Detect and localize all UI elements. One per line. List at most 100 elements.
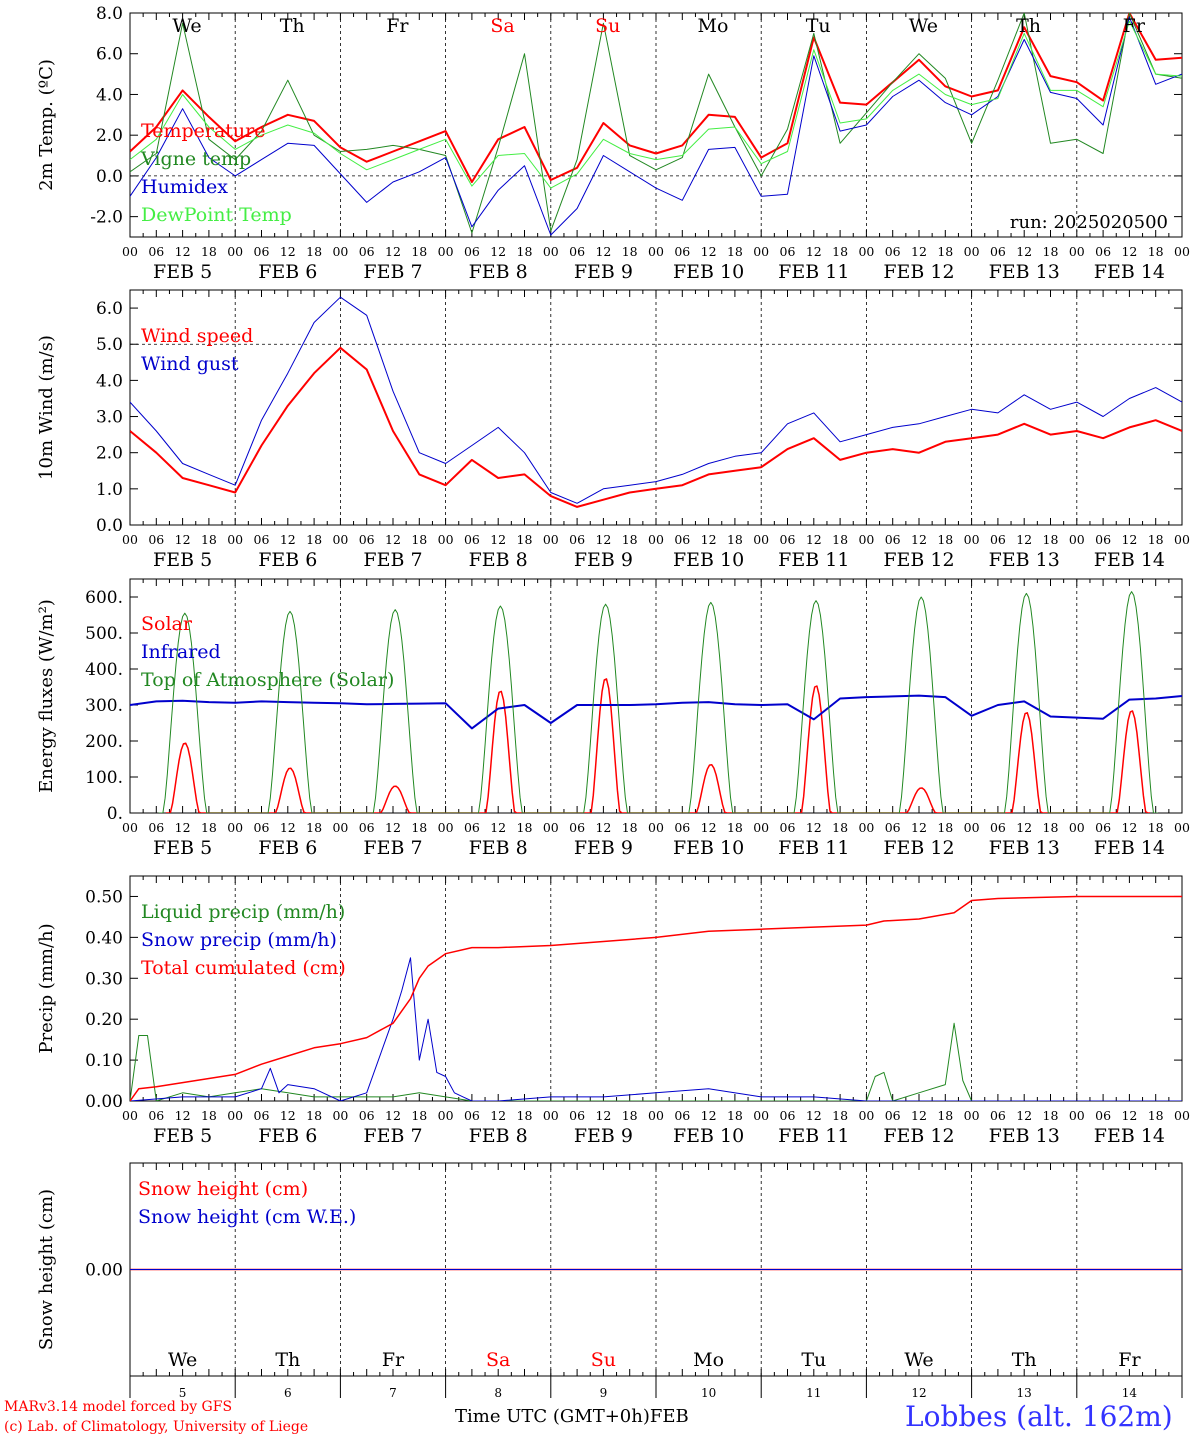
hour-tick-label: 06 — [780, 244, 796, 259]
hour-tick-label: 00 — [332, 244, 348, 259]
series-line-total-cumulated-cm- — [130, 895, 1182, 1101]
hour-tick-label: 12 — [175, 532, 191, 547]
hour-tick-label: 06 — [885, 820, 901, 835]
x-axis-title: Time UTC (GMT+0h)FEB — [455, 1406, 689, 1427]
hour-tick-label: 12 — [806, 244, 822, 259]
y-tick-label: 2.0 — [96, 126, 123, 146]
hour-tick-label: 06 — [359, 244, 375, 259]
hour-tick-label: 00 — [964, 820, 980, 835]
hour-tick-label: 00 — [227, 244, 243, 259]
hour-tick-label: 06 — [780, 820, 796, 835]
day-name-label: Mo — [698, 15, 729, 37]
hour-tick-label: 06 — [674, 532, 690, 547]
hour-tick-label: 12 — [280, 532, 296, 547]
legend-entry: Snow precip (mm/h) — [141, 929, 337, 951]
hour-tick-label: 12 — [1016, 244, 1032, 259]
hour-tick-label: 18 — [727, 820, 743, 835]
hour-tick-label: 00 — [122, 244, 138, 259]
y-tick-label: 0.00 — [85, 1092, 123, 1112]
y-tick-label: 4.0 — [96, 371, 123, 391]
y-tick-label: -2.0 — [90, 208, 123, 228]
hour-tick-label: 00 — [858, 532, 874, 547]
hour-tick-label: 18 — [1043, 244, 1059, 259]
day-name-label: Tu — [806, 15, 831, 37]
series-line-solar — [165, 678, 1150, 813]
y-tick-label: 0.30 — [85, 969, 123, 989]
hour-tick-label: 18 — [727, 532, 743, 547]
hour-tick-label: 18 — [937, 1108, 953, 1123]
series-line-top-of-atmosphere-solar- — [158, 591, 1158, 813]
day-name-label: Th — [280, 15, 305, 37]
hour-tick-label: 12 — [911, 820, 927, 835]
hour-tick-label: 06 — [1095, 244, 1111, 259]
day-name-label: Th — [1016, 15, 1041, 37]
hour-tick-label: 18 — [306, 820, 322, 835]
hour-tick-label: 12 — [490, 820, 506, 835]
hour-tick-label: 18 — [622, 820, 638, 835]
bottom-day-name: Fr — [382, 1349, 405, 1371]
hour-tick-label: 12 — [911, 1108, 927, 1123]
hour-tick-label: 06 — [885, 1108, 901, 1123]
hour-tick-label: 00 — [438, 820, 454, 835]
x-axis-month: FEB — [649, 1406, 689, 1427]
series-line-dewpoint-temp — [130, 20, 1182, 189]
lab-credit: (c) Lab. of Climatology, University of L… — [4, 1419, 309, 1435]
hour-tick-label: 00 — [332, 532, 348, 547]
date-label: FEB 9 — [574, 549, 633, 571]
hour-tick-label: 06 — [254, 244, 270, 259]
hour-tick-label: 06 — [464, 244, 480, 259]
hour-tick-label: 00 — [1174, 532, 1190, 547]
hour-tick-label: 12 — [175, 820, 191, 835]
hour-tick-label: 18 — [517, 532, 533, 547]
y-tick-label: 100. — [85, 768, 123, 788]
date-label: FEB 8 — [469, 549, 528, 571]
hour-tick-label: 12 — [701, 532, 717, 547]
y-axis-title: 2m Temp. (ºC) — [36, 59, 57, 191]
hour-tick-label: 00 — [1174, 820, 1190, 835]
hour-tick-label: 12 — [1121, 532, 1137, 547]
hour-tick-label: 00 — [964, 244, 980, 259]
hour-tick-label: 18 — [832, 244, 848, 259]
hour-tick-label: 00 — [964, 1108, 980, 1123]
hour-tick-label: 18 — [517, 820, 533, 835]
day-name-label: We — [172, 15, 201, 37]
legend-entry: DewPoint Temp — [141, 204, 292, 226]
hour-tick-label: 12 — [701, 1108, 717, 1123]
hour-tick-label: 00 — [438, 244, 454, 259]
bottom-day-number: 7 — [389, 1386, 397, 1400]
hour-tick-label: 12 — [595, 244, 611, 259]
hour-tick-label: 00 — [648, 1108, 664, 1123]
hour-tick-label: 12 — [595, 1108, 611, 1123]
hour-tick-label: 06 — [359, 1108, 375, 1123]
hour-tick-label: 12 — [1016, 532, 1032, 547]
hour-tick-label: 06 — [1095, 1108, 1111, 1123]
hour-tick-label: 18 — [727, 244, 743, 259]
hour-tick-label: 00 — [753, 244, 769, 259]
date-label: FEB 5 — [153, 549, 212, 571]
y-tick-label: 200. — [85, 732, 123, 752]
date-label: FEB 7 — [363, 549, 422, 571]
y-tick-label: 0.40 — [85, 928, 123, 948]
legend-entry: Total cumulated (cm) — [141, 957, 346, 979]
hour-tick-label: 00 — [122, 1108, 138, 1123]
hour-tick-label: 06 — [359, 532, 375, 547]
y-tick-label: 0.00 — [85, 1261, 123, 1281]
y-tick-label: 0.50 — [85, 887, 123, 907]
hour-tick-label: 18 — [937, 532, 953, 547]
hour-tick-label: 12 — [806, 820, 822, 835]
hour-tick-label: 12 — [175, 1108, 191, 1123]
y-tick-label: 0.10 — [85, 1051, 123, 1071]
hour-tick-label: 06 — [148, 1108, 164, 1123]
date-label: FEB 13 — [989, 837, 1060, 859]
date-label: FEB 9 — [574, 1125, 633, 1147]
date-label: FEB 14 — [1094, 837, 1165, 859]
hour-tick-label: 00 — [858, 1108, 874, 1123]
hour-tick-label: 00 — [1069, 1108, 1085, 1123]
hour-tick-label: 06 — [990, 532, 1006, 547]
y-tick-label: 0.0 — [96, 516, 123, 536]
hour-tick-label: 12 — [911, 532, 927, 547]
date-label: FEB 6 — [258, 261, 317, 283]
hour-tick-label: 18 — [622, 244, 638, 259]
hour-tick-label: 00 — [543, 532, 559, 547]
date-label: FEB 9 — [574, 261, 633, 283]
